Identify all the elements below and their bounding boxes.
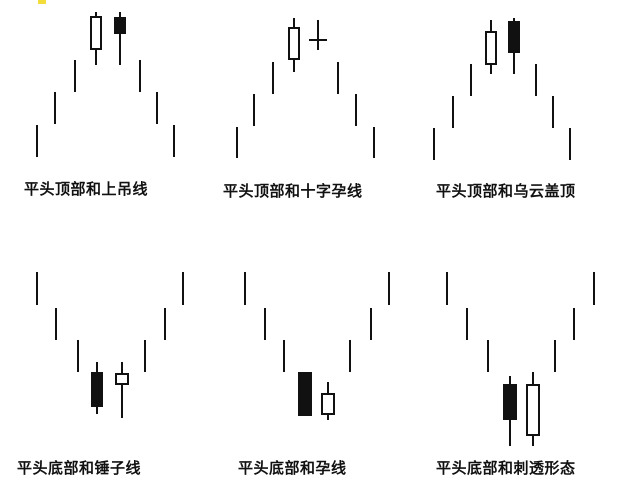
bearish-candle-body xyxy=(91,372,103,407)
caption-flat-top-dark-cloud-cover: 平头顶部和乌云盖顶 xyxy=(436,182,576,200)
bullish-candle-body xyxy=(526,384,540,436)
bullish-candle-body xyxy=(485,31,497,65)
caption-flat-bottom-piercing: 平头底部和刺透形态 xyxy=(436,459,576,477)
panel-2-chart xyxy=(236,18,375,158)
bearish-candle-body xyxy=(508,21,520,53)
bearish-candle-body xyxy=(298,372,312,416)
corner-accent-mark xyxy=(38,0,46,4)
bullish-candle-body xyxy=(321,393,335,415)
panel-5-chart xyxy=(244,272,390,420)
panel-3-chart xyxy=(433,18,571,160)
bullish-candle-body xyxy=(90,16,102,50)
bullish-candle-body xyxy=(288,27,300,60)
caption-flat-bottom-hammer: 平头底部和锤子线 xyxy=(17,459,142,477)
bearish-candle-body xyxy=(503,384,517,420)
caption-flat-bottom-harami: 平头底部和孕线 xyxy=(238,459,347,477)
caption-flat-top-doji-harami: 平头顶部和十字孕线 xyxy=(223,182,363,200)
bearish-candle-body xyxy=(114,17,126,34)
hammer-candle-body xyxy=(115,373,129,385)
panel-4-chart xyxy=(36,272,184,418)
panel-6-chart xyxy=(446,272,595,446)
panel-1-chart xyxy=(36,12,175,157)
caption-flat-top-hanging-man: 平头顶部和上吊线 xyxy=(24,180,149,198)
